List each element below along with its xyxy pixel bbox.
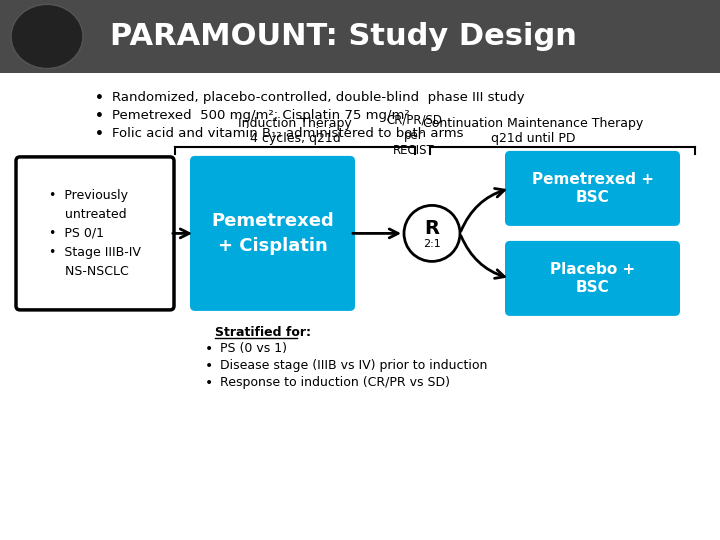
Text: •  Previously
    untreated
•  PS 0/1
•  Stage IIIB-IV
    NS-NSCLC: • Previously untreated • PS 0/1 • Stage … bbox=[49, 189, 141, 278]
Text: Stratified for:: Stratified for: bbox=[215, 326, 311, 339]
Text: Pemetrexed  500 mg/m²; Cisplatin 75 mg/m²: Pemetrexed 500 mg/m²; Cisplatin 75 mg/m² bbox=[112, 109, 410, 122]
Text: PS (0 vs 1): PS (0 vs 1) bbox=[220, 342, 287, 355]
Text: •: • bbox=[95, 127, 104, 141]
Text: Folic acid and vitamin B₁₂ administered to both arms: Folic acid and vitamin B₁₂ administered … bbox=[112, 127, 464, 140]
Text: •: • bbox=[205, 342, 213, 356]
Text: •: • bbox=[205, 376, 213, 390]
FancyBboxPatch shape bbox=[0, 0, 720, 73]
Text: Induction Therapy
4 cycles, q21d: Induction Therapy 4 cycles, q21d bbox=[238, 117, 352, 145]
Text: Pemetrexed +
BSC: Pemetrexed + BSC bbox=[531, 172, 654, 205]
Text: Pemetrexed
+ Cisplatin: Pemetrexed + Cisplatin bbox=[211, 212, 334, 255]
Text: CR/PR/SD
per
RECIST: CR/PR/SD per RECIST bbox=[386, 114, 442, 157]
Circle shape bbox=[404, 205, 460, 261]
Text: Continuation Maintenance Therapy
q21d until PD: Continuation Maintenance Therapy q21d un… bbox=[423, 117, 643, 145]
Ellipse shape bbox=[11, 4, 83, 69]
Text: •: • bbox=[95, 109, 104, 123]
Text: Placebo +
BSC: Placebo + BSC bbox=[550, 262, 635, 295]
Text: •: • bbox=[205, 359, 213, 373]
FancyBboxPatch shape bbox=[16, 157, 174, 310]
Text: PARAMOUNT: Study Design: PARAMOUNT: Study Design bbox=[110, 22, 577, 51]
FancyBboxPatch shape bbox=[505, 241, 680, 316]
FancyBboxPatch shape bbox=[505, 151, 680, 226]
Text: Disease stage (IIIB vs IV) prior to induction: Disease stage (IIIB vs IV) prior to indu… bbox=[220, 359, 487, 372]
Text: 2:1: 2:1 bbox=[423, 239, 441, 249]
Text: Randomized, placebo-controlled, double-blind  phase III study: Randomized, placebo-controlled, double-b… bbox=[112, 91, 525, 104]
Text: Response to induction (CR/PR vs SD): Response to induction (CR/PR vs SD) bbox=[220, 376, 450, 389]
FancyBboxPatch shape bbox=[190, 156, 355, 311]
Text: R: R bbox=[425, 219, 439, 238]
Text: •: • bbox=[95, 91, 104, 105]
